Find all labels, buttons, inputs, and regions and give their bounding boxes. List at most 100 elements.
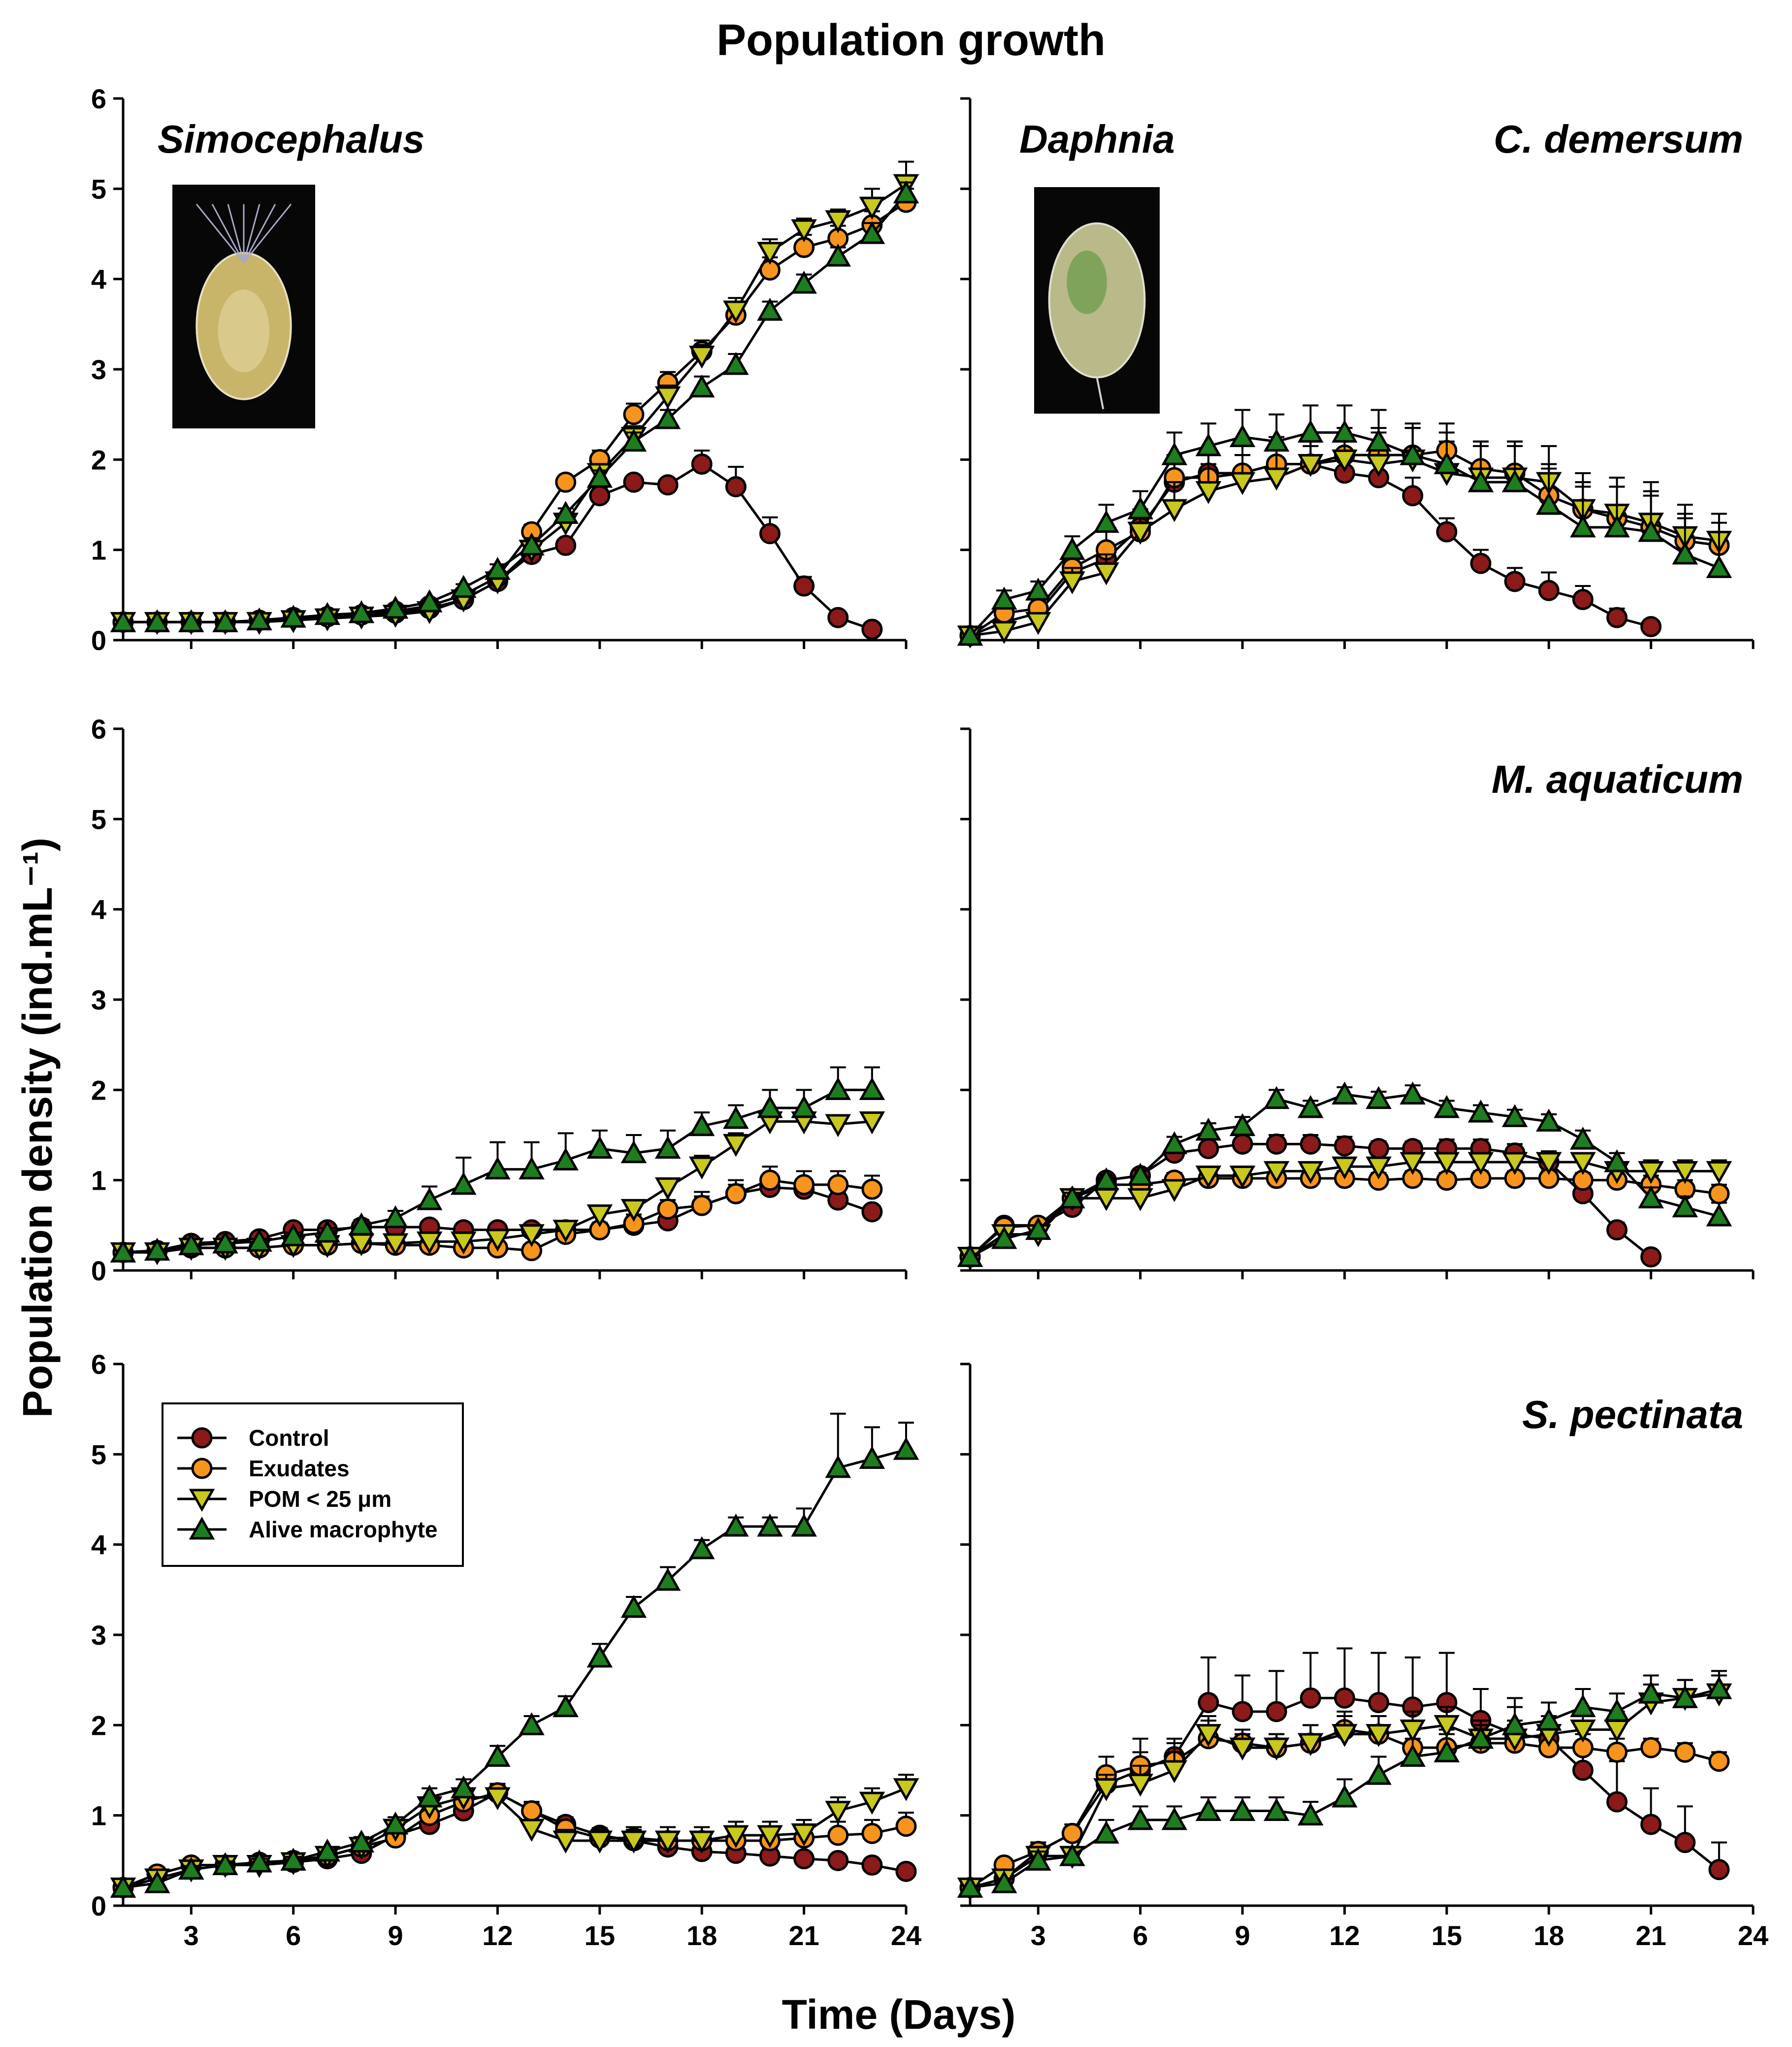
data-point-pom	[723, 1825, 749, 1849]
data-point-alive	[348, 1212, 375, 1235]
data-point-pom	[757, 242, 783, 265]
data-point-alive	[620, 1594, 647, 1618]
data-point-control	[1436, 521, 1458, 543]
data-point-pom	[1229, 1737, 1256, 1761]
data-point-alive	[1093, 1820, 1119, 1844]
data-point-alive	[246, 607, 272, 631]
panel-simo-maquaticum: 0 1 2 3 4 5 6	[91, 714, 908, 1286]
data-point-alive	[1467, 1100, 1494, 1123]
data-point-pom	[620, 1199, 647, 1222]
data-point-pom	[1093, 1778, 1119, 1801]
y-tick-label: 4	[91, 1529, 106, 1560]
data-point-alive	[553, 501, 579, 524]
column-label: Simocephalus	[158, 117, 424, 161]
data-point-control	[1368, 1138, 1390, 1159]
legend-marker-control	[191, 1427, 213, 1449]
data-point-pom	[859, 1791, 885, 1815]
organism-gut	[1067, 250, 1107, 314]
y-tick-label: 2	[91, 444, 106, 475]
data-point-pom	[451, 1231, 477, 1255]
data-point-alive	[1025, 578, 1051, 601]
data-point-alive	[1093, 510, 1119, 533]
data-point-alive	[586, 464, 613, 488]
data-point-pom	[519, 1819, 545, 1842]
data-point-pom	[1638, 1161, 1664, 1184]
data-point-alive	[246, 1229, 272, 1252]
data-point-alive	[416, 589, 443, 613]
series-alive	[110, 1066, 885, 1263]
photo-daphnia	[1034, 187, 1160, 414]
data-point-alive	[723, 1513, 749, 1537]
legend-label: Control	[249, 1425, 329, 1451]
organism-spine	[1096, 377, 1105, 410]
organism-antenna	[243, 203, 276, 263]
data-point-pom	[1672, 1161, 1698, 1184]
column-label: Daphnia	[1019, 117, 1175, 161]
data-point-pom	[1501, 1152, 1528, 1175]
legend-item-alive: Alive macrophyte	[177, 1516, 437, 1542]
data-point-alive	[1229, 1798, 1256, 1821]
data-point-pom	[1298, 1161, 1324, 1184]
data-point-alive	[791, 1513, 817, 1537]
data-point-control	[555, 535, 577, 556]
data-point-pom	[1298, 454, 1324, 477]
data-point-pom	[1434, 1715, 1460, 1738]
data-point-exudates	[555, 471, 577, 493]
panel-simo-cdemersum: 0 1 2 3 4 5 6 Simocephalus	[91, 83, 919, 656]
data-point-control	[657, 474, 679, 496]
data-point-alive	[1195, 433, 1222, 456]
data-point-pom	[1025, 612, 1051, 635]
data-point-alive	[1332, 420, 1358, 443]
x-tick-label: 21	[788, 1920, 819, 1951]
data-point-pom	[1332, 1156, 1358, 1180]
x-tick-label: 12	[1329, 1920, 1360, 1951]
data-point-alive	[1400, 1081, 1426, 1105]
data-point-alive	[859, 1446, 885, 1469]
y-tick-label: 0	[91, 1255, 106, 1286]
data-point-alive	[1672, 1685, 1698, 1708]
data-point-alive	[212, 609, 238, 632]
data-point-control	[1232, 1701, 1253, 1722]
data-point-alive	[1501, 469, 1528, 492]
data-point-alive	[893, 180, 919, 203]
data-point-pom	[757, 1825, 783, 1849]
data-point-alive	[723, 1105, 749, 1129]
series-alive	[110, 1412, 919, 1898]
panel-daph-cdemersum: C. demersum Daphnia	[957, 97, 1755, 649]
data-point-exudates	[623, 404, 645, 425]
data-point-alive	[1400, 442, 1426, 465]
data-point-alive	[519, 532, 545, 555]
y-tick-label: 3	[91, 1620, 106, 1651]
panel-daph-spectinata: 3 6 9 12 15 18 21 24 S. pectinata	[957, 1363, 1768, 1951]
y-tick-label: 4	[91, 894, 106, 925]
data-point-control	[1300, 1687, 1321, 1709]
data-point-exudates	[827, 1824, 849, 1846]
data-point-alive	[1570, 1127, 1596, 1150]
x-tick-label: 12	[482, 1920, 513, 1951]
data-point-alive	[757, 297, 783, 321]
data-point-alive	[654, 1136, 681, 1159]
data-point-alive	[553, 1147, 579, 1170]
data-point-alive	[1332, 1081, 1358, 1105]
data-point-pom	[1195, 1724, 1222, 1747]
data-point-control	[1266, 1701, 1287, 1722]
data-point-pom	[688, 1830, 715, 1854]
data-point-alive	[1434, 1095, 1460, 1118]
data-point-alive	[314, 1838, 341, 1862]
data-point-alive	[280, 605, 306, 628]
data-point-control	[691, 454, 713, 475]
data-point-pom	[1706, 1161, 1732, 1184]
data-point-alive	[1366, 1762, 1392, 1785]
x-tick-label: 15	[585, 1920, 615, 1951]
row-label: S. pectinata	[1522, 1393, 1743, 1436]
legend-item-exudates: Exudates	[177, 1456, 350, 1481]
data-point-alive	[1263, 1086, 1290, 1109]
data-point-alive	[825, 1077, 851, 1100]
data-point-alive	[416, 1784, 443, 1808]
series-alive	[957, 1081, 1732, 1267]
data-point-pom	[485, 1787, 511, 1811]
data-point-alive	[1366, 1086, 1392, 1109]
data-point-alive	[1298, 420, 1324, 443]
y-tick-label: 3	[91, 354, 106, 385]
